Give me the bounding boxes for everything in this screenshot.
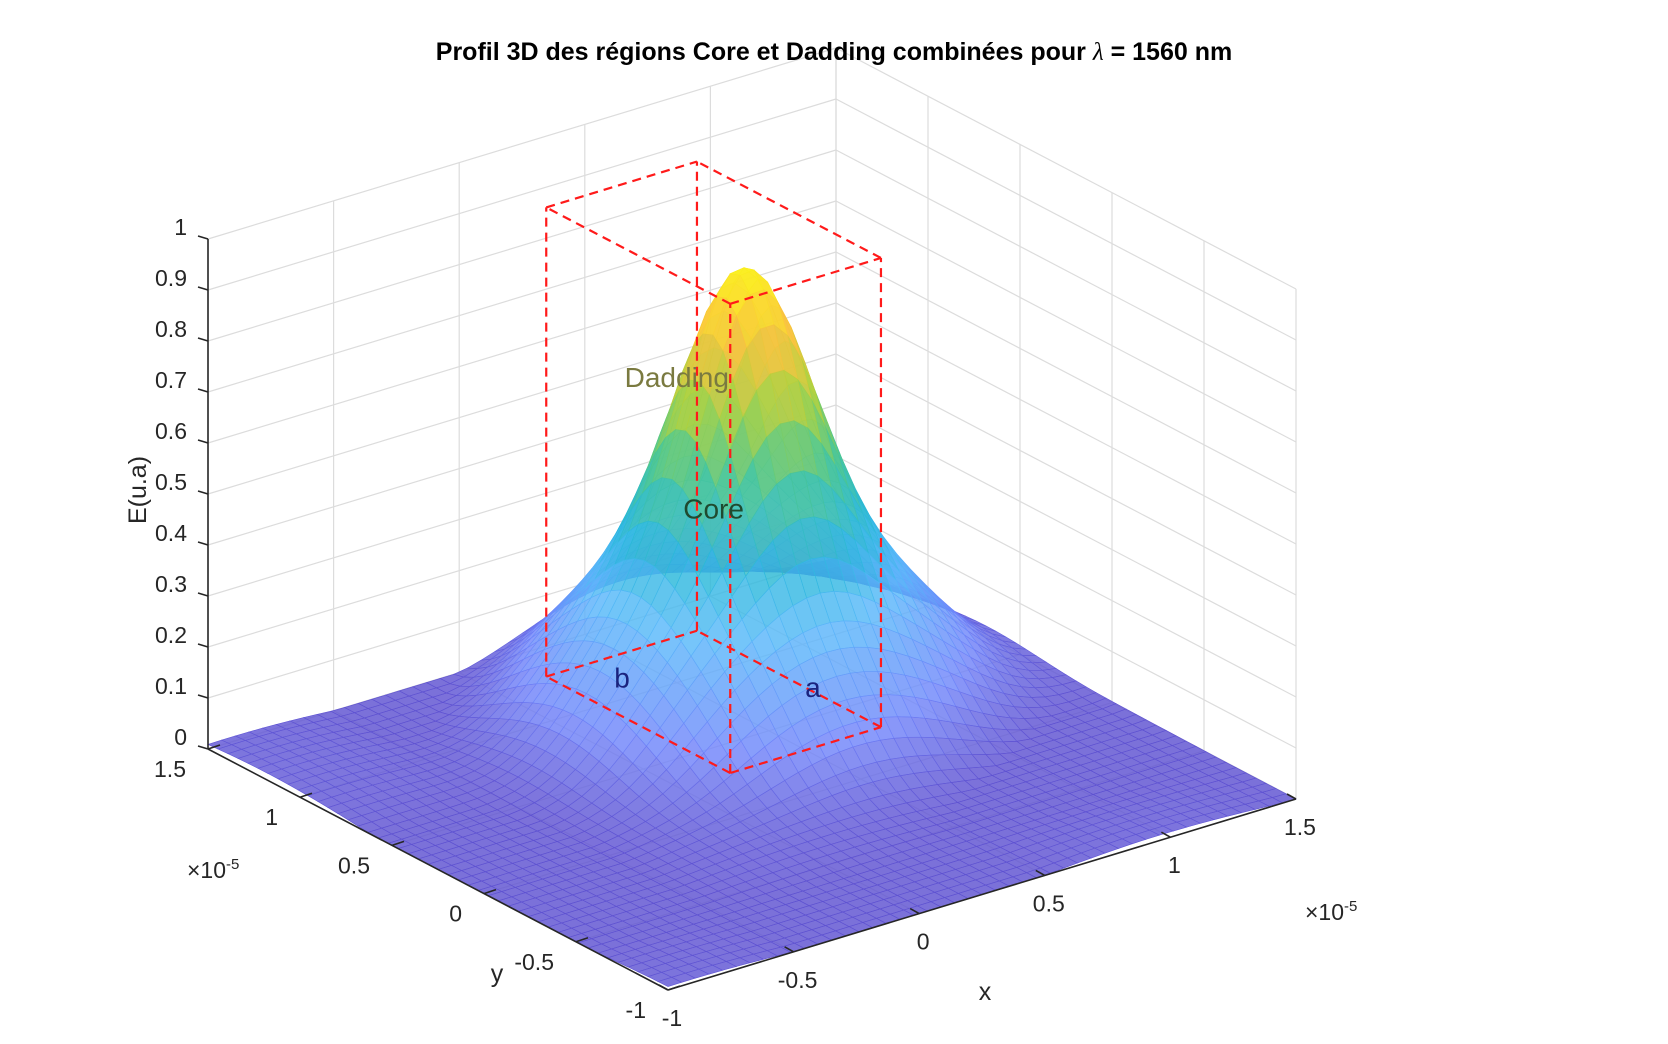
z-tick-label: 0.3 bbox=[155, 571, 187, 597]
annotation-core: Core bbox=[683, 493, 744, 524]
y-tick-label: 1 bbox=[265, 804, 278, 830]
y-tick-label: -0.5 bbox=[514, 949, 554, 975]
y-tick bbox=[299, 792, 313, 798]
chart-title: Profil 3D des régions Core et Dadding co… bbox=[436, 38, 1232, 66]
x-tick-label: 0.5 bbox=[1033, 890, 1065, 916]
y-exponent-label: ×10-5 bbox=[187, 856, 239, 883]
core-box-edge bbox=[729, 256, 882, 305]
y-tick bbox=[391, 840, 405, 847]
y-axis-line bbox=[207, 748, 669, 991]
z-tick-label: 0.6 bbox=[155, 418, 187, 444]
z-tick bbox=[197, 745, 209, 750]
z-tick-label: 0.7 bbox=[155, 367, 187, 393]
z-tick-label: 0.4 bbox=[155, 520, 187, 546]
z-tick-label: 0.5 bbox=[155, 469, 187, 495]
y-tick-label: 0 bbox=[449, 901, 462, 927]
grid-line bbox=[835, 251, 1297, 494]
z-tick bbox=[197, 592, 209, 597]
x-tick bbox=[1035, 869, 1046, 877]
grid-line bbox=[207, 98, 837, 291]
grid-line bbox=[207, 47, 837, 240]
z-tick-label: 0 bbox=[174, 724, 187, 750]
z-tick bbox=[197, 235, 209, 240]
tick-labels: -1 -0.5 0 0.5 1 1.5 -1 -0.5 0 0.5 1 1.5 0 0.1 0.2 0.3 0.… bbox=[154, 214, 1316, 1031]
x-tick-label: 1 bbox=[1168, 852, 1181, 878]
x-axis-label: x bbox=[979, 978, 992, 1006]
z-tick bbox=[197, 541, 209, 546]
y-tick bbox=[207, 744, 221, 750]
core-box-edge bbox=[545, 160, 698, 209]
x-exponent-label: ×10-5 bbox=[1305, 898, 1357, 925]
z-tick-label: 0.9 bbox=[155, 265, 187, 291]
y-tick bbox=[483, 888, 497, 895]
core-box-edge bbox=[545, 206, 731, 305]
grid-line bbox=[835, 149, 1297, 392]
z-tick bbox=[197, 337, 209, 342]
x-tick-label: -1 bbox=[662, 1005, 682, 1031]
axis-labels: Profil 3D des régions Core et Dadding co… bbox=[124, 38, 1357, 1006]
z-tick bbox=[197, 643, 209, 648]
x-axis-line bbox=[667, 798, 1297, 991]
annotation-dadding: Dadding bbox=[625, 362, 729, 393]
grid-line bbox=[835, 98, 1297, 341]
core-box-edge bbox=[696, 629, 882, 729]
y-tick-label: 0.5 bbox=[338, 852, 370, 878]
z-tick-label: 0.1 bbox=[155, 673, 187, 699]
z-tick bbox=[197, 286, 209, 291]
grid-line bbox=[835, 404, 1297, 647]
z-tick bbox=[197, 388, 209, 393]
y-tick bbox=[575, 937, 589, 943]
x-tick bbox=[1161, 831, 1171, 838]
z-tick bbox=[197, 490, 209, 495]
x-tick bbox=[784, 946, 794, 953]
annotation-b: b bbox=[614, 663, 630, 694]
annotations: Dadding Core a b bbox=[614, 362, 821, 703]
core-box-edge bbox=[729, 726, 882, 775]
x-tick-label: 1.5 bbox=[1284, 814, 1316, 840]
annotation-a: a bbox=[805, 672, 821, 703]
grid-line bbox=[835, 506, 1297, 749]
surface-patch bbox=[657, 976, 683, 987]
core-box-edge bbox=[545, 629, 698, 678]
core-region-box bbox=[545, 160, 883, 775]
grid-line bbox=[207, 200, 837, 393]
x-tick bbox=[909, 907, 920, 915]
x-tick-label: 0 bbox=[917, 929, 930, 955]
x-tick bbox=[1286, 793, 1297, 800]
y-axis-label: y bbox=[491, 960, 504, 988]
grid-line bbox=[835, 455, 1297, 698]
grid-line bbox=[835, 302, 1297, 545]
x-tick bbox=[658, 984, 669, 991]
z-tick-label: 1 bbox=[174, 214, 187, 240]
y-tick bbox=[667, 985, 681, 991]
grid-line bbox=[835, 47, 1297, 290]
core-box-edge bbox=[696, 160, 882, 259]
core-box-edge bbox=[545, 675, 731, 774]
surface bbox=[207, 267, 1297, 987]
z-tick-label: 0.8 bbox=[155, 316, 187, 342]
grid-line bbox=[835, 200, 1297, 443]
x-tick-label: -0.5 bbox=[778, 967, 818, 993]
z-axis-label: E(u.a) bbox=[124, 456, 152, 524]
z-tick bbox=[197, 694, 209, 699]
z-tick bbox=[197, 439, 209, 444]
z-tick-label: 0.2 bbox=[155, 622, 187, 648]
grid-line bbox=[835, 353, 1297, 596]
y-tick-label: 1.5 bbox=[154, 756, 186, 782]
y-tick-label: -1 bbox=[626, 997, 646, 1023]
grid-line bbox=[207, 149, 837, 342]
